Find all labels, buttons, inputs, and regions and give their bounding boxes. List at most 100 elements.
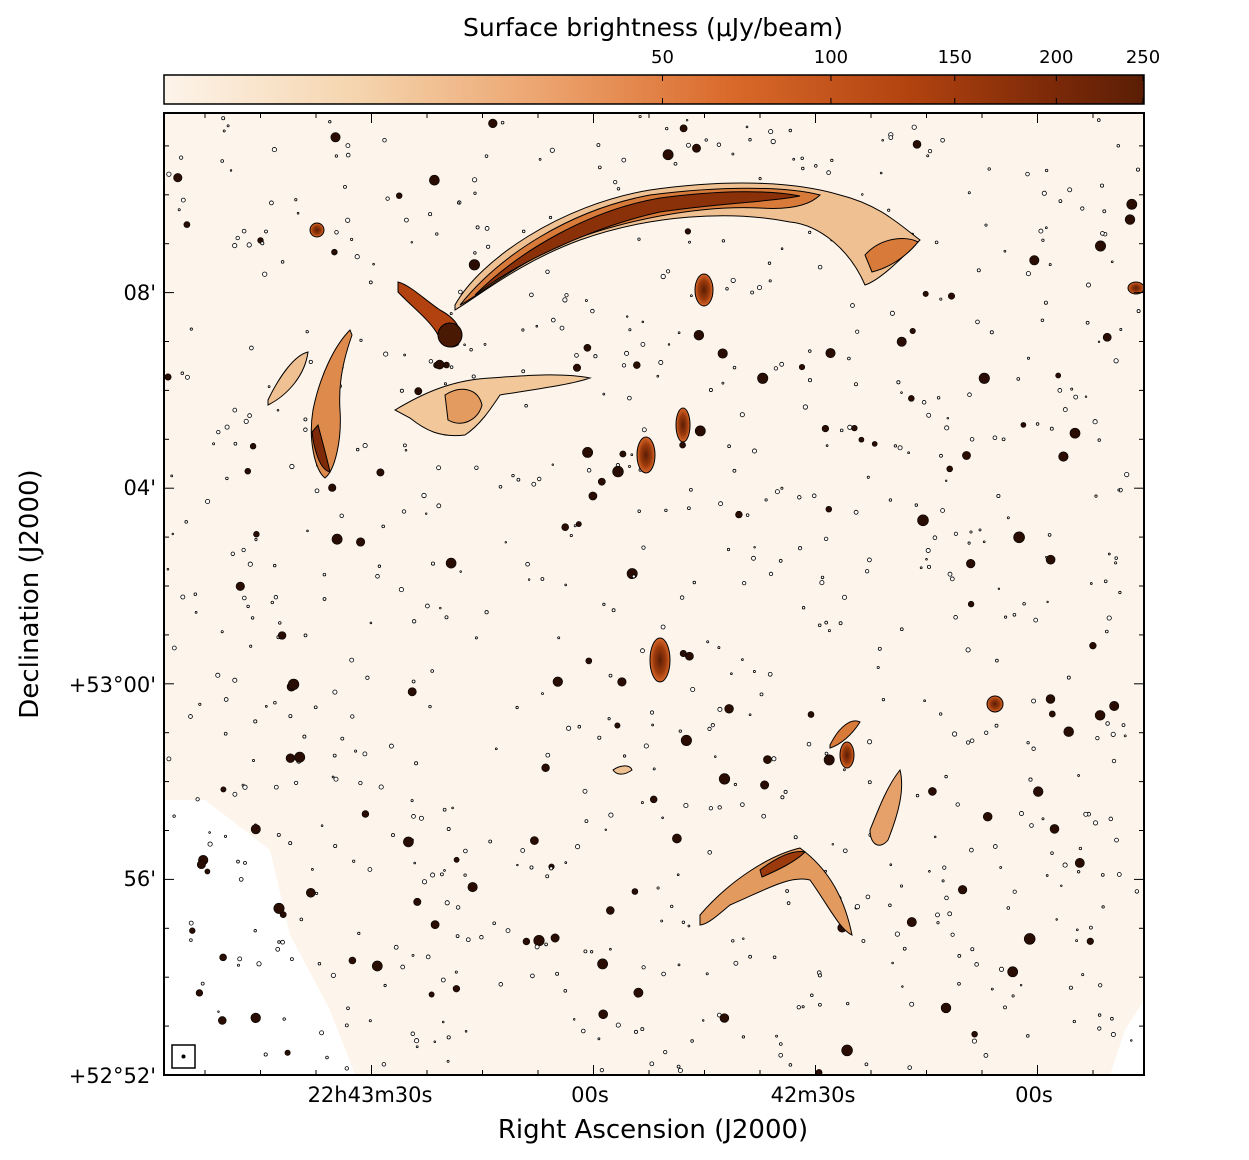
- point-source: [946, 416, 950, 420]
- point-source: [679, 595, 685, 600]
- point-source: [299, 917, 304, 922]
- point-source: [609, 947, 612, 951]
- point-source: [331, 775, 335, 779]
- point-source: [488, 118, 498, 129]
- point-source: [778, 1042, 783, 1046]
- point-source: [619, 450, 627, 458]
- point-source: [193, 592, 198, 596]
- point-source: [739, 412, 745, 418]
- point-source: [498, 485, 503, 489]
- point-source: [707, 850, 712, 855]
- point-source: [1070, 387, 1074, 391]
- point-source: [325, 1055, 329, 1060]
- point-source: [189, 938, 193, 942]
- point-source: [891, 961, 894, 965]
- point-source: [344, 1066, 349, 1071]
- point-source: [220, 786, 227, 793]
- filament-north-west: [267, 329, 353, 479]
- point-source: [727, 444, 731, 449]
- point-source: [643, 743, 649, 749]
- point-source: [463, 343, 466, 346]
- point-source: [984, 730, 989, 735]
- point-source: [982, 811, 993, 822]
- point-source: [969, 738, 975, 743]
- point-source: [1044, 168, 1049, 173]
- point-source: [1109, 701, 1120, 711]
- point-source: [217, 1010, 220, 1013]
- point-source: [282, 1017, 286, 1021]
- point-source: [357, 931, 361, 936]
- point-source: [971, 1038, 977, 1044]
- point-source: [767, 261, 772, 265]
- point-source: [1028, 777, 1033, 782]
- point-source: [378, 784, 384, 790]
- point-source: [218, 1016, 227, 1025]
- point-source: [566, 725, 572, 731]
- point-source: [637, 509, 641, 513]
- point-source: [1121, 723, 1126, 727]
- point-source: [602, 392, 606, 396]
- point-source: [1075, 928, 1079, 932]
- point-source: [277, 940, 281, 944]
- point-source: [823, 754, 835, 766]
- point-source: [900, 391, 903, 394]
- point-source: [250, 616, 255, 620]
- point-source: [314, 488, 320, 494]
- point-source: [573, 524, 577, 528]
- point-source: [249, 644, 253, 648]
- point-source: [718, 773, 731, 785]
- point-source: [270, 600, 274, 605]
- map-panel: [163, 112, 1145, 1076]
- point-source: [602, 602, 606, 607]
- point-source: [640, 801, 644, 805]
- point-source: [411, 953, 415, 957]
- point-source: [302, 734, 307, 739]
- point-source: [582, 446, 594, 458]
- compact-source-center: [309, 222, 1144, 769]
- point-source: [403, 836, 414, 848]
- point-source: [797, 495, 802, 500]
- point-source: [369, 621, 373, 625]
- point-source: [1058, 199, 1063, 203]
- point-source: [428, 359, 434, 364]
- point-source: [633, 361, 641, 369]
- point-source: [289, 957, 294, 962]
- point-source: [215, 672, 221, 678]
- point-source: [823, 536, 829, 542]
- point-source: [249, 345, 254, 351]
- point-source: [957, 954, 962, 958]
- point-source: [876, 665, 880, 670]
- point-source: [1046, 600, 1049, 604]
- point-source: [947, 571, 953, 577]
- point-source: [934, 240, 939, 245]
- point-source: [688, 240, 691, 244]
- point-source: [616, 187, 621, 191]
- point-source: [630, 453, 634, 457]
- point-source: [748, 713, 752, 717]
- point-source: [220, 630, 224, 634]
- point-source: [569, 533, 573, 538]
- point-source: [621, 363, 627, 368]
- point-source: [564, 293, 569, 298]
- point-source: [631, 574, 636, 579]
- point-source: [207, 841, 213, 847]
- point-source: [345, 152, 351, 158]
- point-source: [663, 1050, 668, 1055]
- point-source: [851, 424, 858, 432]
- point-source: [751, 555, 756, 561]
- point-source: [690, 294, 693, 298]
- point-source: [541, 692, 544, 695]
- point-source: [932, 535, 938, 540]
- point-source: [449, 312, 453, 316]
- point-source: [824, 620, 829, 625]
- point-source: [273, 784, 279, 790]
- point-source: [1097, 1013, 1102, 1017]
- point-source: [555, 971, 560, 976]
- point-source: [680, 734, 692, 746]
- point-source: [468, 259, 480, 271]
- point-source: [907, 1065, 912, 1070]
- point-source: [611, 608, 616, 613]
- point-source: [345, 143, 351, 149]
- point-source: [317, 962, 322, 966]
- point-source: [967, 600, 975, 608]
